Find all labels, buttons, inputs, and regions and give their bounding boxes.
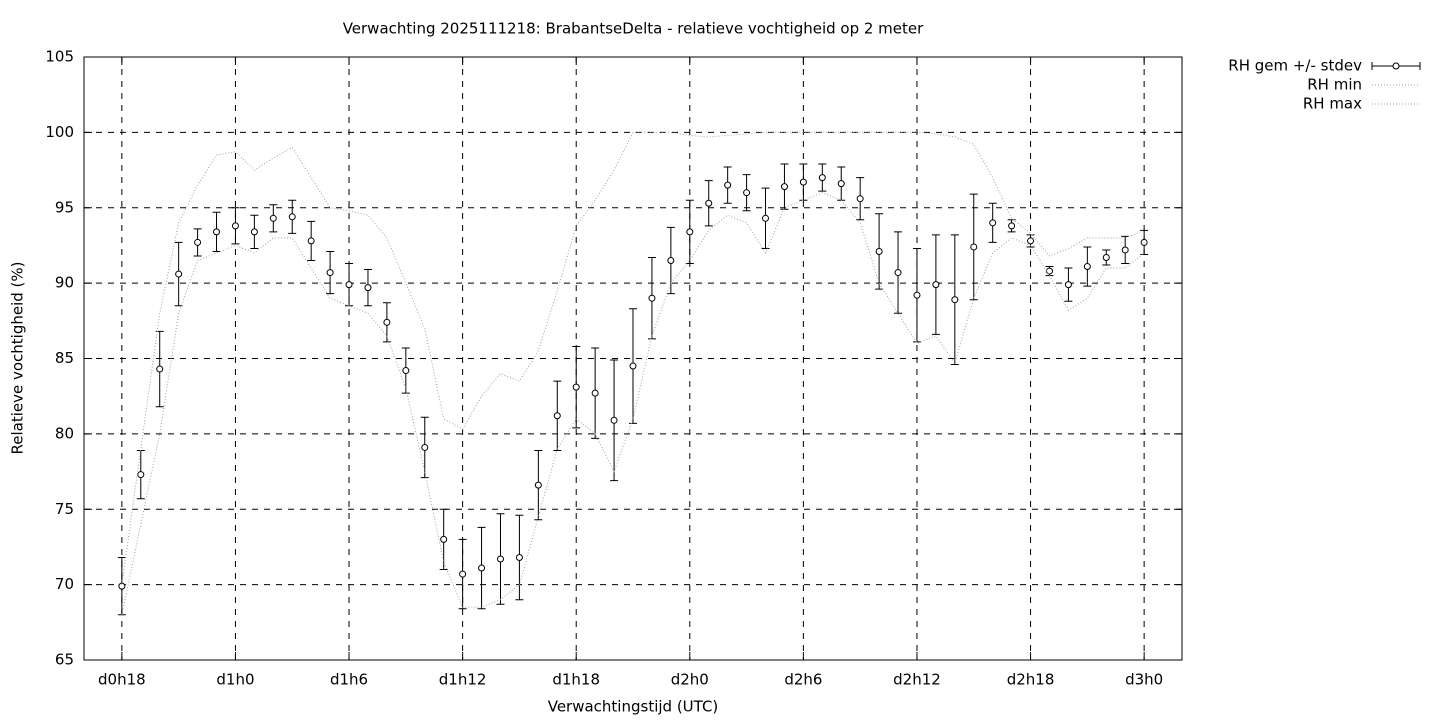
- x-tick-label: d1h0: [216, 671, 254, 689]
- data-point: [156, 365, 164, 373]
- data-point: [705, 199, 713, 207]
- data-point: [1027, 237, 1035, 245]
- data-point: [629, 362, 637, 370]
- y-tick-label: 105: [45, 48, 74, 66]
- y-axis-label: Relatieve vochtigheid (%): [9, 261, 27, 454]
- range-line: [121, 192, 1145, 615]
- data-point: [383, 318, 391, 326]
- data-point: [780, 183, 788, 191]
- x-axis-label: Verwachtingstijd (UTC): [548, 698, 719, 716]
- data-point: [837, 180, 845, 188]
- data-point: [459, 570, 467, 578]
- data-point: [932, 281, 940, 289]
- data-point: [1083, 263, 1091, 271]
- x-tick-label: d2h6: [784, 671, 822, 689]
- data-point: [762, 214, 770, 222]
- data-point: [686, 228, 694, 236]
- data-point: [818, 174, 826, 182]
- x-tick-label: d1h12: [439, 671, 487, 689]
- data-point: [326, 269, 334, 277]
- data-point: [402, 367, 410, 375]
- data-point: [194, 238, 202, 246]
- data-point: [118, 582, 126, 590]
- data-point: [667, 257, 675, 265]
- y-tick-label: 95: [55, 198, 74, 216]
- data-point: [231, 222, 239, 230]
- chart-title: Verwachting 2025111218: BrabantseDelta -…: [343, 20, 924, 38]
- data-point: [989, 219, 997, 227]
- data-point: [1121, 246, 1129, 254]
- data-point: [1140, 238, 1148, 246]
- data-point: [364, 284, 372, 292]
- data-point: [951, 296, 959, 304]
- y-tick-label: 70: [55, 575, 74, 593]
- data-point: [572, 383, 580, 391]
- data-point: [288, 213, 296, 221]
- data-point: [421, 443, 429, 451]
- legend-label: RH gem +/- stdev: [1228, 57, 1362, 75]
- data-point: [213, 228, 221, 236]
- data-point: [307, 237, 315, 245]
- y-tick-label: 90: [55, 274, 74, 292]
- data-point: [894, 269, 902, 277]
- data-point: [970, 243, 978, 251]
- y-tick-label: 65: [55, 651, 74, 669]
- x-tick-label: d1h6: [330, 671, 368, 689]
- x-tick-label: d3h0: [1125, 671, 1163, 689]
- data-point: [1008, 222, 1016, 230]
- data-point: [1102, 253, 1110, 261]
- data-point: [1064, 281, 1072, 289]
- x-tick-label: d0h18: [98, 671, 146, 689]
- data-point: [534, 481, 542, 489]
- data-point: [137, 471, 145, 479]
- data-point: [610, 416, 618, 424]
- legend-label: RH max: [1303, 95, 1362, 113]
- data-point: [515, 553, 523, 561]
- data-point: [591, 389, 599, 397]
- data-point: [175, 270, 183, 278]
- data-point: [799, 178, 807, 186]
- data-point: [345, 281, 353, 289]
- y-tick-label: 75: [55, 500, 74, 518]
- x-tick-label: d2h18: [1007, 671, 1055, 689]
- data-point: [856, 195, 864, 203]
- y-tick-label: 80: [55, 424, 74, 442]
- x-tick-label: d1h18: [552, 671, 600, 689]
- y-tick-label: 85: [55, 349, 74, 367]
- legend-sample: [1392, 62, 1400, 70]
- data-point: [496, 555, 504, 563]
- data-point: [440, 535, 448, 543]
- x-tick-label: d2h0: [671, 671, 709, 689]
- data-point: [553, 412, 561, 420]
- data-point: [648, 294, 656, 302]
- data-point: [875, 247, 883, 255]
- data-point: [743, 189, 751, 197]
- data-point: [269, 214, 277, 222]
- data-point: [913, 291, 921, 299]
- data-point: [724, 181, 732, 189]
- y-tick-label: 100: [45, 123, 74, 141]
- data-point: [250, 228, 258, 236]
- legend-label: RH min: [1307, 76, 1362, 94]
- x-tick-label: d2h12: [893, 671, 941, 689]
- data-point: [478, 564, 486, 572]
